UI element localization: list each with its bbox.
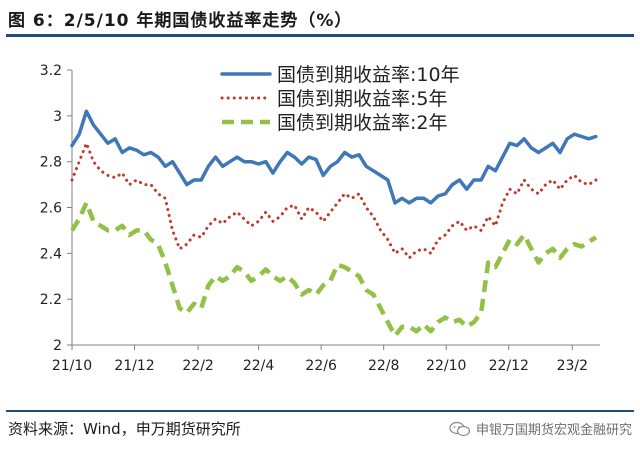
footer-rule <box>6 410 634 412</box>
figure-title: 图 6：2/5/10 年期国债收益率走势（%） <box>8 11 353 31</box>
y-tick-label: 3 <box>53 109 62 125</box>
x-tick-label: 22/6 <box>305 358 337 374</box>
watermark-text: 申银万国期货宏观金融研究 <box>475 423 632 438</box>
legend-label-s2: 国债到期收益率:2年 <box>277 112 448 134</box>
watermark: 申银万国期货宏观金融研究 <box>449 419 632 438</box>
series-line-s2 <box>70 200 598 339</box>
title-rule <box>6 34 634 37</box>
x-tick-labels: 21/10 21/12 22/2 22/4 22/6 22/8 22/10 22/12 23/2 <box>52 358 588 374</box>
y-tick-label: 3.2 <box>40 63 62 79</box>
legend-label-s10: 国债到期收益率:10年 <box>277 64 460 86</box>
y-tick-label: 2.4 <box>40 246 62 262</box>
legend-label-s5: 国债到期收益率:5年 <box>277 88 448 110</box>
y-tick-label: 2 <box>53 338 62 354</box>
y-tick-label: 2.2 <box>40 292 62 308</box>
source-note: 资料来源：Wind，申万期货研究所 <box>8 420 241 438</box>
wechat-icon <box>449 421 471 436</box>
x-tick-label: 21/10 <box>52 358 92 374</box>
series-line-s5 <box>70 141 598 260</box>
x-tick-label: 22/12 <box>489 358 529 374</box>
x-tick-label: 22/8 <box>368 358 399 374</box>
y-tick-label: 2.8 <box>40 155 62 171</box>
x-tick-label: 22/4 <box>243 358 275 374</box>
x-tick-label: 22/10 <box>426 358 466 374</box>
yield-line-chart: 2 2.2 2.4 2.6 2.8 3 3.2 21/10 21/12 22/2 22/4 22/6… <box>40 63 600 374</box>
x-tick-label: 22/2 <box>182 358 213 374</box>
x-tick-label: 21/12 <box>114 358 154 374</box>
y-tick-labels: 2 2.2 2.4 2.6 2.8 3 3.2 <box>40 63 62 354</box>
x-tick-label: 23/2 <box>557 358 588 374</box>
chart-axes <box>67 69 600 350</box>
series-line-s10 <box>70 109 598 205</box>
series-lines <box>70 109 598 339</box>
y-tick-label: 2.6 <box>40 201 62 217</box>
